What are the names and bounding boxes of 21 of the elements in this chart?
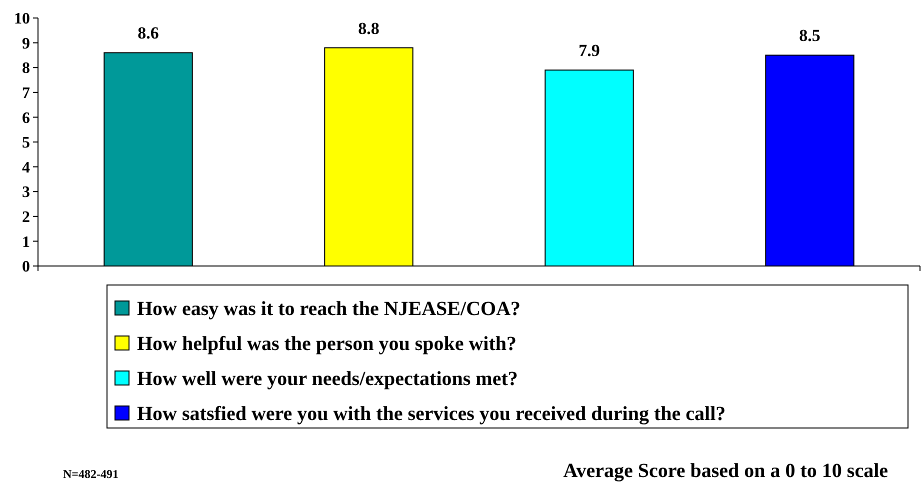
data-label: 8.6 bbox=[138, 24, 159, 43]
y-tick-label: 0 bbox=[22, 258, 30, 276]
y-tick-label: 5 bbox=[22, 134, 30, 152]
data-label: 8.5 bbox=[799, 26, 820, 46]
y-tick-label: 6 bbox=[22, 110, 30, 127]
legend-label: How helpful was the person you spoke with? bbox=[137, 333, 517, 355]
y-tick-label: 7 bbox=[22, 85, 30, 102]
legend-label: How well were your needs/expectations met? bbox=[137, 368, 518, 390]
legend-label: How satsfied were you with the services you received during the call? bbox=[137, 403, 726, 425]
y-tick-label: 10 bbox=[14, 10, 30, 28]
y-tick-label: 9 bbox=[22, 35, 30, 52]
y-tick-label: 2 bbox=[22, 209, 30, 226]
data-label: 7.9 bbox=[578, 41, 600, 60]
data-label: 8.8 bbox=[358, 18, 380, 38]
text: N=482-491 bbox=[63, 467, 118, 481]
y-tick-label: 1 bbox=[22, 234, 30, 251]
legend-label: How easy was it to reach the NJEASE/COA? bbox=[137, 298, 521, 320]
y-tick-label: 4 bbox=[22, 159, 30, 176]
y-tick-label: 3 bbox=[22, 184, 30, 202]
y-tick-label: 8 bbox=[22, 60, 30, 78]
text: Average Score based on a 0 to 10 scale bbox=[563, 460, 888, 482]
